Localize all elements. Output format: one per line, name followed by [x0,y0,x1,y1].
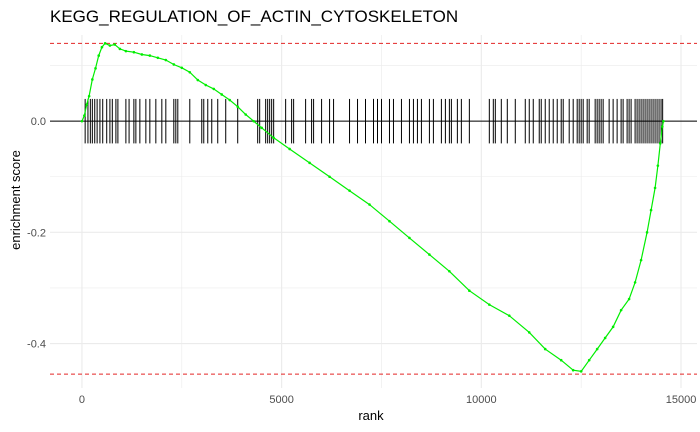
es-point [220,93,223,96]
es-point [659,142,662,145]
es-point [662,120,665,123]
es-point [488,303,491,306]
es-point [468,289,471,292]
es-point [173,63,176,66]
es-point [620,309,623,312]
es-point [657,164,660,167]
es-point [228,99,231,102]
es-point [544,348,547,351]
es-point [604,337,607,340]
es-point [260,127,263,130]
es-point [408,237,411,240]
es-point [91,78,94,81]
es-point [236,105,239,108]
es-point [104,42,107,45]
es-point [149,54,152,57]
es-point [368,203,371,206]
es-point [388,220,391,223]
es-point [252,120,255,123]
es-point [572,369,575,372]
es-point [612,326,615,329]
es-point [560,359,563,362]
es-point [85,103,88,106]
es-point [212,88,215,91]
es-point [588,359,591,362]
es-point [196,79,199,82]
es-point [528,331,531,334]
es-point [244,113,247,116]
es-point [634,281,637,284]
y-tick-label: -0.4 [27,339,46,351]
es-point [288,148,291,151]
x-tick-label: 0 [79,394,85,406]
es-point [157,56,160,59]
es-point [596,348,599,351]
es-point [348,189,351,192]
es-point [188,71,191,74]
es-point [508,314,511,317]
es-point [448,270,451,273]
es-point [109,44,112,47]
es-point [119,48,122,51]
y-tick-label: -0.2 [27,227,46,239]
x-axis-label: rank [358,408,384,423]
es-point [328,175,331,178]
es-point [646,231,649,234]
es-point [141,53,144,56]
es-point [180,66,183,69]
y-axis-label: enrichment score [8,150,23,250]
chart-title: KEGG_REGULATION_OF_ACTIN_CYTOSKELETON [50,7,458,26]
x-tick-label: 10000 [466,394,497,406]
es-point [650,209,653,212]
es-point [428,253,431,256]
es-point [97,54,100,57]
es-point [88,95,91,98]
es-point [113,43,116,46]
es-point [165,59,168,62]
es-point [81,120,84,123]
es-point [94,67,97,70]
es-point [580,370,583,373]
y-tick-label: 0.0 [31,116,46,128]
es-point [654,187,657,190]
es-point [308,162,311,165]
x-tick-label: 5000 [269,394,293,406]
es-point [204,84,207,87]
es-point [661,125,664,128]
es-point [640,259,643,262]
es-point [83,114,86,117]
x-tick-label: 15000 [666,394,697,406]
es-point [101,46,104,49]
es-point [272,137,275,140]
es-point [125,50,128,53]
es-point [628,298,631,301]
es-point [133,51,136,54]
